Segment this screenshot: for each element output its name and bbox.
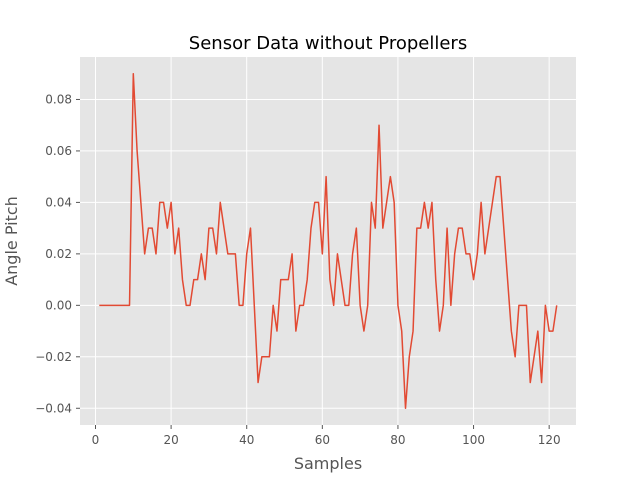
y-tick-label: −0.04 [35,401,72,415]
x-tick-label: 100 [462,433,485,447]
x-tick-label: 120 [538,433,561,447]
x-axis-ticks: 0 20 40 60 80 100 120 [92,425,561,447]
x-tick-label: 60 [315,433,330,447]
x-gridlines [95,57,550,425]
y-axis-ticks: −0.04 −0.02 0.00 0.02 0.04 0.06 0.08 [35,92,80,415]
y-tick-label: 0.02 [45,247,72,261]
x-axis-label: Samples [294,454,362,473]
y-tick-label: −0.02 [35,350,72,364]
series-line [99,72,558,410]
y-tick-label: 0.08 [45,92,72,106]
x-tick-label: 0 [92,433,100,447]
y-gridlines [80,98,576,409]
y-tick-label: 0.04 [45,195,72,209]
x-tick-label: 40 [239,433,254,447]
chart-title: Sensor Data without Propellers [189,33,467,54]
y-tick-label: 0.06 [45,144,72,158]
y-axis-label: Angle Pitch [2,196,21,286]
y-tick-label: 0.00 [45,298,72,312]
x-tick-label: 80 [390,433,405,447]
x-tick-label: 20 [163,433,178,447]
